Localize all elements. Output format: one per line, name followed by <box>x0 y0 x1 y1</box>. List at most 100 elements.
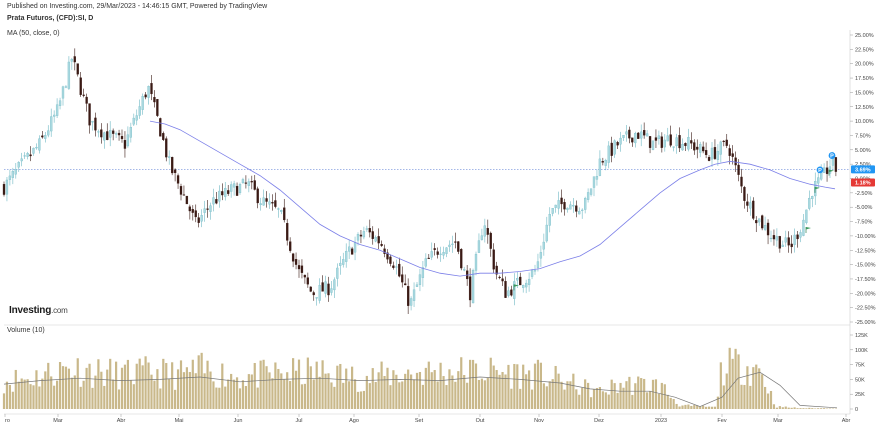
volume-bar <box>581 387 584 409</box>
volume-bar <box>640 378 643 409</box>
candle-body <box>159 118 162 137</box>
volume-indicator-label: Volume (10) <box>7 327 45 334</box>
candle-body <box>38 138 41 151</box>
volume-bar <box>823 408 826 409</box>
candle-body <box>162 133 165 140</box>
volume-bar <box>144 356 147 409</box>
volume-bar <box>663 384 666 409</box>
candle-body <box>504 281 507 298</box>
candle-body <box>775 236 779 241</box>
volume-bar <box>356 391 360 409</box>
candle-body <box>218 190 221 202</box>
volume-bar <box>197 355 200 409</box>
candle-body <box>297 265 301 270</box>
volume-bar <box>722 385 725 409</box>
volume-bar <box>504 374 507 409</box>
volume-bar <box>20 378 23 409</box>
volume-bar <box>811 408 814 409</box>
candle-body <box>569 204 572 210</box>
candle-body <box>584 197 587 210</box>
candle-body <box>209 205 212 212</box>
volume-bar <box>793 407 796 409</box>
volume-bar <box>312 379 315 409</box>
candle-body <box>291 253 295 262</box>
volume-bar <box>737 354 740 409</box>
candle-body <box>690 140 693 144</box>
volume-bar <box>53 385 56 409</box>
candle-body <box>454 241 457 243</box>
candle-body <box>259 203 262 206</box>
candle-body <box>368 228 371 233</box>
candle-body <box>643 130 646 136</box>
candle-body <box>336 267 339 279</box>
candle-body <box>421 267 425 278</box>
candle-body <box>197 217 200 223</box>
volume-bar <box>731 358 734 409</box>
candle-body <box>70 59 73 62</box>
volume-bar <box>410 374 413 409</box>
volume-bar <box>646 392 649 409</box>
candle-body <box>575 205 578 212</box>
candle-body <box>327 283 330 296</box>
candle-body <box>227 190 230 194</box>
candle-body <box>675 137 678 147</box>
candle-body <box>525 282 528 288</box>
candle-body <box>53 114 56 117</box>
volume-bar <box>778 406 781 409</box>
candle-body <box>805 209 808 223</box>
candle-body <box>707 156 711 161</box>
volume-bar <box>188 372 191 409</box>
volume-bar <box>784 406 787 409</box>
published-caption: Published on Investing.com, 29/Mar/2023 … <box>7 3 268 10</box>
candle-body <box>743 187 746 201</box>
candle-body <box>486 228 489 235</box>
candle-body <box>415 284 419 287</box>
volume-bar <box>454 381 457 409</box>
volume-bar <box>289 381 292 409</box>
candle-body <box>507 290 510 296</box>
candle-body <box>277 208 280 210</box>
volume-bar <box>61 366 65 409</box>
candle-body <box>640 131 643 139</box>
volume-bar <box>88 363 91 409</box>
volume-bar <box>94 375 97 409</box>
candle-body <box>793 234 796 245</box>
volume-bar <box>194 373 197 409</box>
candle-body <box>339 262 342 266</box>
volume-bar <box>457 371 460 409</box>
volume-bar <box>622 387 625 409</box>
candle-body <box>761 215 764 229</box>
candle-body <box>26 153 29 157</box>
x-tick-label: 2023 <box>655 418 667 424</box>
candle-body <box>221 191 224 196</box>
candle-body <box>150 83 153 95</box>
volume-bar <box>209 371 212 409</box>
price-tick-label: 5.00% <box>855 148 871 154</box>
volume-bar <box>368 383 371 409</box>
price-tick-label: -22.50% <box>855 306 876 312</box>
candle-body <box>29 154 32 157</box>
candle-body <box>114 133 118 135</box>
candle-body <box>427 257 430 259</box>
candle-body <box>103 132 106 141</box>
volume-tick-label: 25K <box>855 392 865 398</box>
candle-body <box>758 218 761 223</box>
volume-bar <box>23 379 26 409</box>
candle-body <box>660 136 663 148</box>
volume-bar <box>41 378 44 409</box>
volume-bar <box>492 365 495 409</box>
candle-body <box>716 151 720 160</box>
flag-cloth <box>829 169 834 173</box>
candle-body <box>451 243 454 245</box>
flag-cloth <box>806 227 811 230</box>
volume-bar <box>35 370 38 409</box>
volume-bar <box>445 385 448 409</box>
candle-body <box>551 207 554 214</box>
volume-bar <box>29 384 32 409</box>
candle-body <box>333 279 336 291</box>
candle-body <box>265 198 268 202</box>
candle-body <box>35 147 38 149</box>
volume-bar <box>448 369 451 409</box>
candle-body <box>67 61 71 89</box>
volume-bar <box>380 361 383 409</box>
